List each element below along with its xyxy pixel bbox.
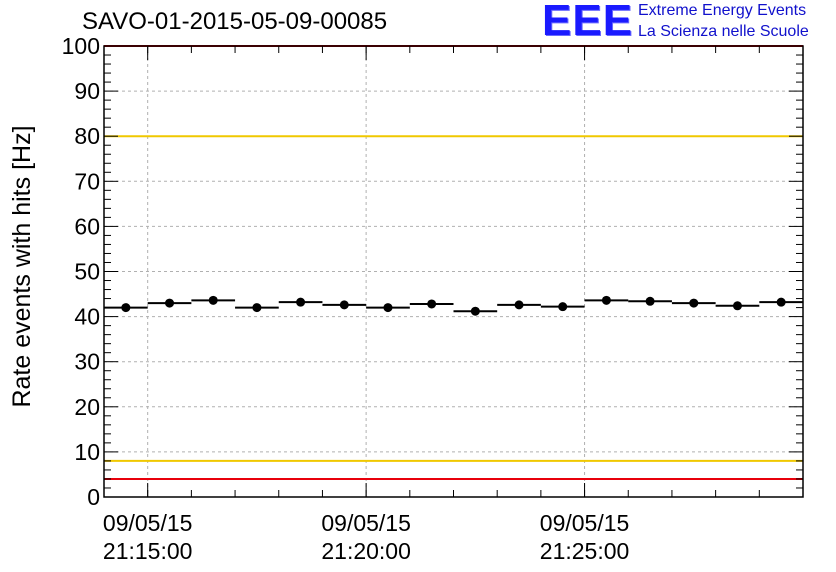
x-tick-label-time: 21:20:00 [321, 538, 411, 564]
data-point [165, 298, 175, 308]
y-tick-label: 90 [74, 78, 100, 104]
data-point [514, 300, 524, 310]
data-point [601, 295, 611, 305]
y-tick-label: 30 [74, 349, 100, 375]
data-point [776, 297, 786, 307]
y-tick-label: 60 [74, 213, 100, 239]
y-tick-label: 20 [74, 394, 100, 420]
logo-line-2: La Scienza nelle Scuole [638, 23, 809, 40]
data-point [252, 303, 262, 313]
data-point [383, 303, 393, 313]
data-point [296, 297, 306, 307]
x-tick-label-time: 21:25:00 [540, 538, 630, 564]
y-tick-label: 10 [74, 439, 100, 465]
data-point [121, 303, 131, 313]
x-tick-label-time: 21:15:00 [103, 538, 193, 564]
y-tick-label: 100 [62, 33, 100, 59]
data-point [645, 296, 655, 306]
chart-title: SAVO-01-2015-05-09-00085 [82, 8, 388, 35]
data-point [208, 295, 218, 305]
data-point [427, 299, 437, 309]
y-tick-label: 40 [74, 304, 100, 330]
y-tick-label: 70 [74, 168, 100, 194]
data-point [558, 302, 568, 312]
x-tick-label-date: 09/05/15 [103, 510, 193, 536]
y-axis-label: Rate events with hits [Hz] [8, 125, 36, 407]
data-point [732, 301, 742, 311]
x-tick-label-date: 09/05/15 [321, 510, 411, 536]
y-tick-label: 0 [87, 484, 100, 510]
data-point [339, 300, 349, 310]
y-tick-label: 50 [74, 259, 100, 285]
eee-logo: EEE Extreme Energy Events La Scienza nel… [542, 0, 832, 45]
data-point [470, 306, 480, 316]
y-tick-label: 80 [74, 123, 100, 149]
data-point [689, 298, 699, 308]
x-tick-label-date: 09/05/15 [540, 510, 630, 536]
logo-line-1: Extreme Energy Events [638, 2, 807, 19]
logo-mark: EEE [542, 0, 634, 45]
